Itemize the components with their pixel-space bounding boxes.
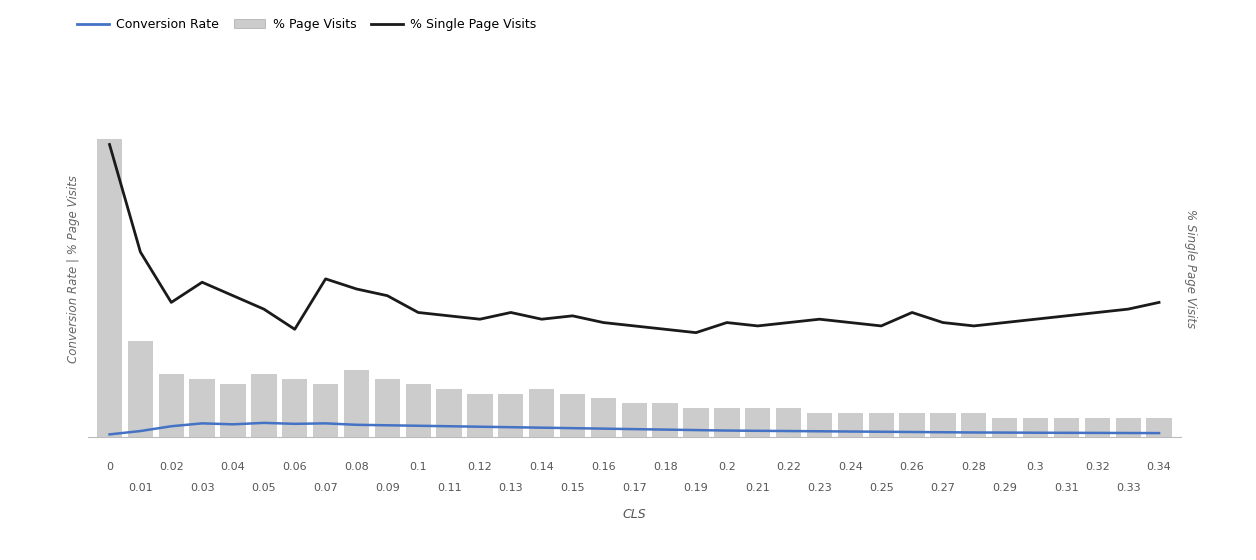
Bar bbox=[1115, 418, 1140, 437]
Text: 0.2: 0.2 bbox=[718, 462, 736, 472]
Text: 0.25: 0.25 bbox=[869, 483, 893, 493]
Text: 0.09: 0.09 bbox=[376, 483, 399, 493]
Bar bbox=[344, 370, 369, 437]
Bar bbox=[869, 413, 894, 437]
Bar bbox=[560, 394, 585, 437]
Bar bbox=[683, 408, 708, 437]
Text: 0.06: 0.06 bbox=[283, 462, 306, 472]
Bar bbox=[374, 379, 399, 437]
Text: 0.19: 0.19 bbox=[683, 483, 708, 493]
Text: CLS: CLS bbox=[623, 508, 646, 521]
Bar bbox=[1022, 418, 1049, 437]
Text: 0.32: 0.32 bbox=[1085, 462, 1109, 472]
Bar bbox=[992, 418, 1017, 437]
Bar bbox=[97, 139, 122, 437]
Bar bbox=[931, 413, 956, 437]
Y-axis label: Conversion Rate | % Page Visits: Conversion Rate | % Page Visits bbox=[67, 175, 79, 363]
Bar bbox=[251, 375, 276, 437]
Bar bbox=[406, 384, 431, 437]
Text: 0.34: 0.34 bbox=[1147, 462, 1172, 472]
Text: 0.3: 0.3 bbox=[1026, 462, 1045, 472]
Bar bbox=[436, 389, 462, 437]
Text: 0.14: 0.14 bbox=[529, 462, 554, 472]
Text: 0.24: 0.24 bbox=[838, 462, 863, 472]
Bar bbox=[961, 413, 986, 437]
Text: 0.16: 0.16 bbox=[592, 462, 615, 472]
Text: 0.07: 0.07 bbox=[313, 483, 338, 493]
Bar bbox=[1147, 418, 1172, 437]
Text: 0.31: 0.31 bbox=[1054, 483, 1079, 493]
Text: 0.15: 0.15 bbox=[560, 483, 585, 493]
Bar bbox=[313, 384, 338, 437]
Text: 0.29: 0.29 bbox=[992, 483, 1017, 493]
Text: 0.21: 0.21 bbox=[745, 483, 770, 493]
Bar bbox=[806, 413, 833, 437]
Legend: Conversion Rate, % Page Visits, % Single Page Visits: Conversion Rate, % Page Visits, % Single… bbox=[73, 13, 541, 36]
Bar bbox=[715, 408, 740, 437]
Text: 0.13: 0.13 bbox=[499, 483, 522, 493]
Bar bbox=[745, 408, 770, 437]
Text: 0.17: 0.17 bbox=[622, 483, 647, 493]
Bar bbox=[838, 413, 863, 437]
Bar bbox=[652, 403, 678, 437]
Bar bbox=[622, 403, 647, 437]
Text: 0.22: 0.22 bbox=[776, 462, 801, 472]
Text: 0.12: 0.12 bbox=[467, 462, 492, 472]
Y-axis label: % Single Page Visits: % Single Page Visits bbox=[1184, 209, 1197, 328]
Text: 0.27: 0.27 bbox=[931, 483, 956, 493]
Bar bbox=[529, 389, 554, 437]
Text: 0.28: 0.28 bbox=[961, 462, 986, 472]
Bar bbox=[590, 398, 615, 437]
Bar bbox=[1085, 418, 1110, 437]
Bar bbox=[1054, 418, 1079, 437]
Text: 0.1: 0.1 bbox=[409, 462, 427, 472]
Text: 0.05: 0.05 bbox=[251, 483, 276, 493]
Text: 0.26: 0.26 bbox=[899, 462, 924, 472]
Text: 0.11: 0.11 bbox=[437, 483, 461, 493]
Text: 0.08: 0.08 bbox=[344, 462, 369, 472]
Bar bbox=[158, 375, 183, 437]
Bar bbox=[220, 384, 246, 437]
Text: 0.02: 0.02 bbox=[160, 462, 183, 472]
Text: 0.01: 0.01 bbox=[128, 483, 153, 493]
Bar bbox=[899, 413, 924, 437]
Text: 0.23: 0.23 bbox=[808, 483, 831, 493]
Bar bbox=[190, 379, 215, 437]
Text: 0.04: 0.04 bbox=[221, 462, 245, 472]
Bar bbox=[128, 341, 153, 437]
Text: 0.33: 0.33 bbox=[1115, 483, 1140, 493]
Bar bbox=[499, 394, 524, 437]
Bar bbox=[776, 408, 801, 437]
Bar bbox=[467, 394, 492, 437]
Text: 0.03: 0.03 bbox=[190, 483, 215, 493]
Text: 0: 0 bbox=[106, 462, 113, 472]
Text: 0.18: 0.18 bbox=[653, 462, 677, 472]
Bar bbox=[283, 379, 308, 437]
